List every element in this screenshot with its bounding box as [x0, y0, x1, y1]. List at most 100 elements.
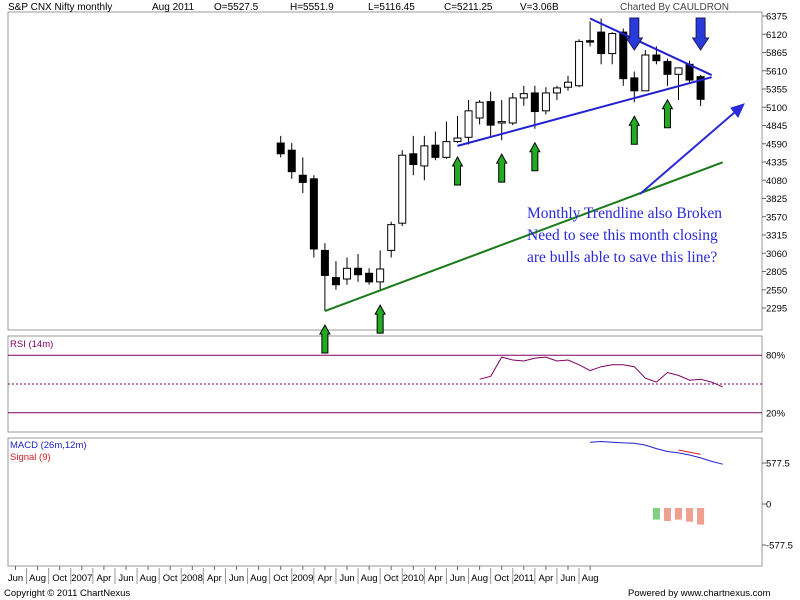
period-label: Aug 2011	[152, 2, 195, 13]
rsi-line	[479, 356, 723, 388]
candle-body	[630, 77, 639, 92]
price-tick-label: 4590	[766, 139, 787, 150]
x-tick-label: Jun	[450, 573, 465, 584]
up-arrow	[451, 156, 464, 186]
charted-by: Charted By CAULDRON	[620, 2, 729, 13]
price-tick-label: 4845	[766, 121, 787, 132]
x-tick-label: 2009	[292, 573, 313, 584]
x-tick-label: 2007	[71, 573, 92, 584]
x-tick-label: Aug	[29, 573, 46, 584]
candle-body	[575, 40, 584, 87]
candle-body	[652, 54, 661, 62]
candle-body	[564, 81, 572, 88]
candle-body	[619, 31, 628, 80]
signal-label: Signal (9)	[10, 452, 51, 463]
rsi-level-label: 20%	[766, 408, 786, 419]
up-arrow	[319, 323, 331, 354]
candle-body	[309, 178, 318, 250]
price-tick-label: 6375	[766, 12, 787, 23]
candle-body	[398, 154, 407, 224]
candle-body	[497, 121, 506, 124]
price-tick-label: 3825	[766, 194, 787, 205]
price-tick-label: 5865	[766, 48, 787, 59]
price-tick-label: 3060	[766, 249, 787, 260]
macd-histogram-bar	[686, 508, 694, 522]
x-tick-label: Oct	[384, 573, 399, 584]
candle-body	[442, 141, 451, 158]
candle-body	[376, 268, 385, 283]
candle-body	[552, 87, 561, 94]
candle-body	[663, 60, 672, 75]
x-tick-label: Jun	[229, 573, 244, 584]
x-tick-label: 2011	[514, 573, 534, 584]
macd-histogram-bar	[697, 508, 705, 525]
price-tick-label: 2295	[766, 304, 787, 315]
low-value: L=5116.45	[368, 2, 415, 13]
candle-body	[696, 76, 705, 100]
macd-tick-label: 0	[766, 500, 771, 511]
trendline	[324, 161, 724, 312]
x-tick-label: Oct	[52, 573, 67, 584]
price-tick-label: 4080	[766, 176, 787, 187]
candle-body	[608, 33, 617, 55]
candle-body	[431, 144, 440, 158]
up-arrow	[529, 141, 541, 172]
annotation-pointer-head	[730, 103, 745, 118]
price-tick-label: 4335	[766, 158, 787, 169]
candle-body	[586, 40, 595, 43]
candle-body	[508, 97, 517, 124]
signal-line	[678, 449, 701, 455]
rsi-level-label: 80%	[766, 351, 786, 362]
rsi-label: RSI (14m)	[10, 339, 53, 350]
x-tick-label: Oct	[163, 573, 178, 584]
candle-body	[354, 267, 363, 276]
candle-body	[320, 249, 329, 276]
macd-histogram-bar	[675, 508, 682, 520]
candle-body	[276, 142, 285, 155]
trendline	[457, 76, 712, 147]
annotation-pointer	[639, 111, 736, 195]
x-tick-label: Apr	[97, 573, 112, 584]
macd-tick-label: 577.5	[766, 459, 790, 470]
price-tick-label: 6120	[766, 30, 787, 41]
x-tick-label: Apr	[207, 573, 222, 584]
x-tick-label: Aug	[582, 573, 599, 584]
candle-body	[387, 224, 396, 251]
x-tick-label: 2010	[403, 573, 424, 584]
x-tick-label: Oct	[494, 573, 509, 584]
high-value: H=5551.9	[290, 2, 334, 13]
candle-body	[674, 67, 683, 75]
candle-body	[343, 267, 351, 280]
candle-body	[453, 137, 462, 143]
annotation-line: Need to see this month closing	[527, 227, 718, 244]
x-tick-label: Jun	[339, 573, 354, 584]
x-tick-label: Jun	[560, 573, 575, 584]
x-tick-label: Oct	[273, 573, 288, 584]
price-tick-label: 3570	[766, 212, 787, 223]
candle-body	[464, 110, 473, 138]
open-value: O=5527.5	[214, 2, 259, 13]
x-tick-label: Jun	[8, 573, 23, 584]
candle-body	[409, 153, 418, 166]
macd-tick-label: -577.5	[766, 541, 793, 552]
price-tick-label: 5610	[766, 66, 787, 77]
trendline	[589, 17, 713, 76]
price-tick-label: 2550	[766, 285, 787, 296]
candle-body	[475, 101, 484, 119]
candle-body	[287, 149, 296, 173]
candle-body	[486, 101, 495, 126]
x-tick-label: Apr	[428, 573, 443, 584]
close-value: C=5211.25	[444, 2, 493, 13]
up-arrow	[661, 98, 674, 129]
candle-body	[519, 93, 528, 99]
price-panel	[7, 11, 763, 331]
x-tick-label: Apr	[318, 573, 333, 584]
down-arrow	[691, 17, 710, 51]
volume-value: V=3.06B	[520, 2, 559, 13]
macd-line	[590, 440, 723, 465]
candle-body	[530, 92, 539, 113]
x-tick-label: Aug	[361, 573, 378, 584]
price-tick-label: 5100	[766, 103, 787, 114]
candle-body	[298, 174, 307, 183]
macd-histogram-bar	[652, 508, 660, 520]
